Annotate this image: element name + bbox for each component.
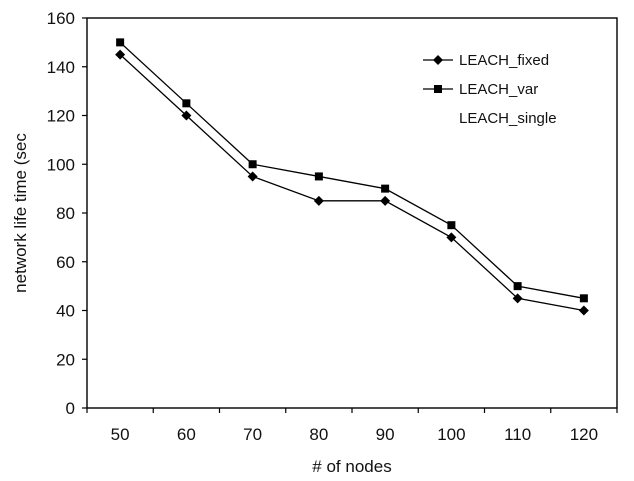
data-point [181, 110, 192, 121]
y-tick-label: 120 [47, 107, 75, 126]
y-tick-label: 40 [56, 302, 75, 321]
legend-label: LEACH_var [459, 81, 538, 98]
x-tick-label: 50 [111, 425, 130, 444]
legend-item-leach-fixed: LEACH_fixed [423, 52, 549, 69]
legend-label: LEACH_fixed [459, 52, 549, 69]
legend-marker [434, 85, 442, 93]
x-tick-label: 80 [309, 425, 328, 444]
series-line [119, 41, 584, 299]
legend-item-leach-single: LEACH_single [459, 110, 557, 127]
x-tick-label: 70 [243, 425, 262, 444]
data-point [446, 232, 457, 243]
data-point [247, 171, 258, 182]
x-tick-label: 120 [570, 425, 598, 444]
x-tick-label: 110 [504, 425, 531, 444]
data-point [248, 160, 257, 169]
y-tick-label: 160 [47, 9, 75, 28]
series-line [119, 54, 584, 312]
legend-label: LEACH_single [459, 110, 557, 127]
plot-border [86, 17, 618, 409]
y-axis-title: network life time (sec [11, 133, 30, 293]
x-tick-label: 90 [376, 425, 395, 444]
y-tick-label: 60 [56, 253, 75, 272]
x-tick-label: 100 [437, 425, 465, 444]
x-axis-ticks: 50 60 70 80 90 100 110 120 [86, 408, 618, 444]
legend-marker [433, 55, 443, 65]
series-leach-fixed [115, 49, 589, 316]
series-layer [115, 38, 589, 316]
data-point [116, 38, 125, 47]
y-tick-label: 0 [66, 399, 75, 418]
y-tick-label: 140 [47, 58, 75, 77]
data-point [381, 184, 390, 193]
data-point [512, 293, 523, 304]
data-point [447, 221, 456, 230]
legend-item-leach-var: LEACH_var [423, 81, 538, 98]
data-point [115, 49, 126, 60]
y-axis-ticks: 0 20 40 60 80 100 120 140 160 [47, 9, 87, 418]
data-point [513, 282, 522, 291]
legend: LEACH_fixed LEACH_var LEACH_single [423, 52, 557, 127]
x-tick-label: 60 [177, 425, 196, 444]
data-point [313, 195, 324, 206]
series-leach-var [116, 38, 588, 303]
data-point [578, 305, 589, 316]
data-point [380, 195, 391, 206]
data-point [182, 99, 191, 108]
y-tick-label: 80 [56, 204, 75, 223]
data-point [579, 294, 588, 303]
data-point [314, 172, 323, 181]
x-axis-title: # of nodes [312, 457, 391, 476]
y-tick-label: 100 [47, 155, 75, 174]
y-tick-label: 20 [56, 350, 75, 369]
plot-area [86, 17, 618, 409]
